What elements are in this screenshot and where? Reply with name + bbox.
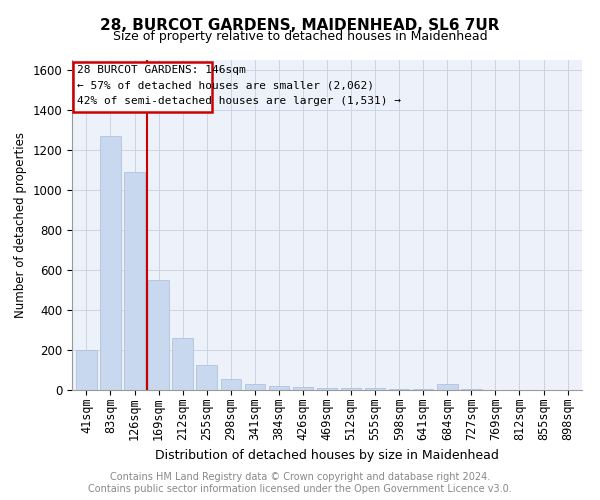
Text: Size of property relative to detached houses in Maidenhead: Size of property relative to detached ho…	[113, 30, 487, 43]
Bar	[221, 379, 241, 390]
Bar	[365, 388, 385, 390]
Bar	[172, 338, 193, 390]
Bar	[437, 384, 458, 390]
FancyBboxPatch shape	[73, 62, 212, 112]
Bar	[293, 387, 313, 390]
Bar	[389, 389, 409, 390]
Bar	[341, 388, 361, 390]
Bar	[148, 280, 169, 390]
Bar	[196, 365, 217, 390]
Text: 28 BURCOT GARDENS: 146sqm: 28 BURCOT GARDENS: 146sqm	[77, 65, 245, 75]
Y-axis label: Number of detached properties: Number of detached properties	[14, 132, 27, 318]
Bar	[124, 172, 145, 390]
X-axis label: Distribution of detached houses by size in Maidenhead: Distribution of detached houses by size …	[155, 448, 499, 462]
Bar	[245, 384, 265, 390]
Bar	[100, 136, 121, 390]
Bar	[76, 350, 97, 390]
Bar	[317, 388, 337, 390]
Bar	[413, 389, 433, 390]
Text: 28, BURCOT GARDENS, MAIDENHEAD, SL6 7UR: 28, BURCOT GARDENS, MAIDENHEAD, SL6 7UR	[100, 18, 500, 32]
Text: Contains HM Land Registry data © Crown copyright and database right 2024.
Contai: Contains HM Land Registry data © Crown c…	[88, 472, 512, 494]
Bar	[269, 386, 289, 390]
Bar	[461, 389, 482, 390]
Text: 42% of semi-detached houses are larger (1,531) →: 42% of semi-detached houses are larger (…	[77, 96, 401, 106]
Text: ← 57% of detached houses are smaller (2,062): ← 57% of detached houses are smaller (2,…	[77, 80, 374, 90]
